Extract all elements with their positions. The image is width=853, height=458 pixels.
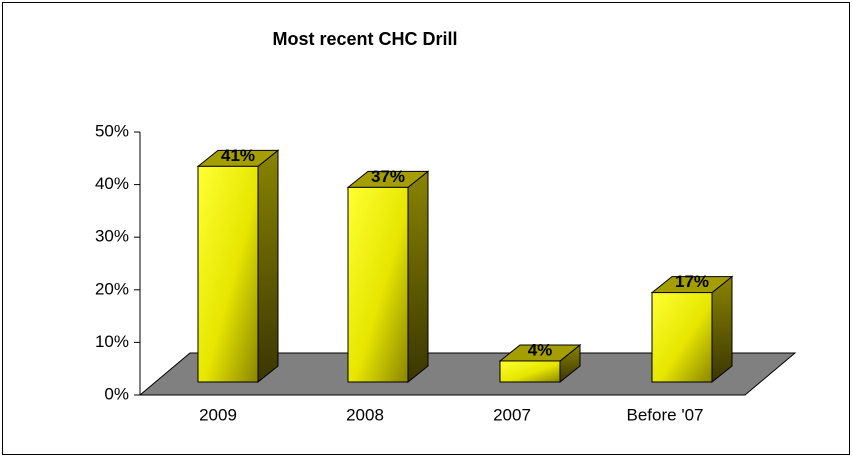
x-tick-label: Before '07 [627,405,704,424]
y-tick-label: 30% [95,227,129,246]
bar [499,360,561,383]
y-tick-label: 20% [95,279,129,298]
data-label: 4% [528,340,553,359]
y-tick-label: 50% [95,121,129,140]
x-tick-label: 2008 [346,405,384,424]
bar [347,186,409,383]
y-tick-label: 40% [95,174,129,193]
bar-side [407,170,429,384]
bar [197,165,259,383]
data-label: 37% [371,167,405,186]
bar-side [711,275,733,384]
x-tick-label: 2009 [199,405,237,424]
chart-title: Most recent CHC Drill [272,29,457,49]
data-label: 41% [221,146,255,165]
x-tick-label: 2007 [493,405,531,424]
bar-side [257,149,279,384]
bar [651,292,713,383]
y-tick-label: 0% [104,384,129,403]
y-tick-label: 10% [95,332,129,351]
data-label: 17% [675,272,709,291]
